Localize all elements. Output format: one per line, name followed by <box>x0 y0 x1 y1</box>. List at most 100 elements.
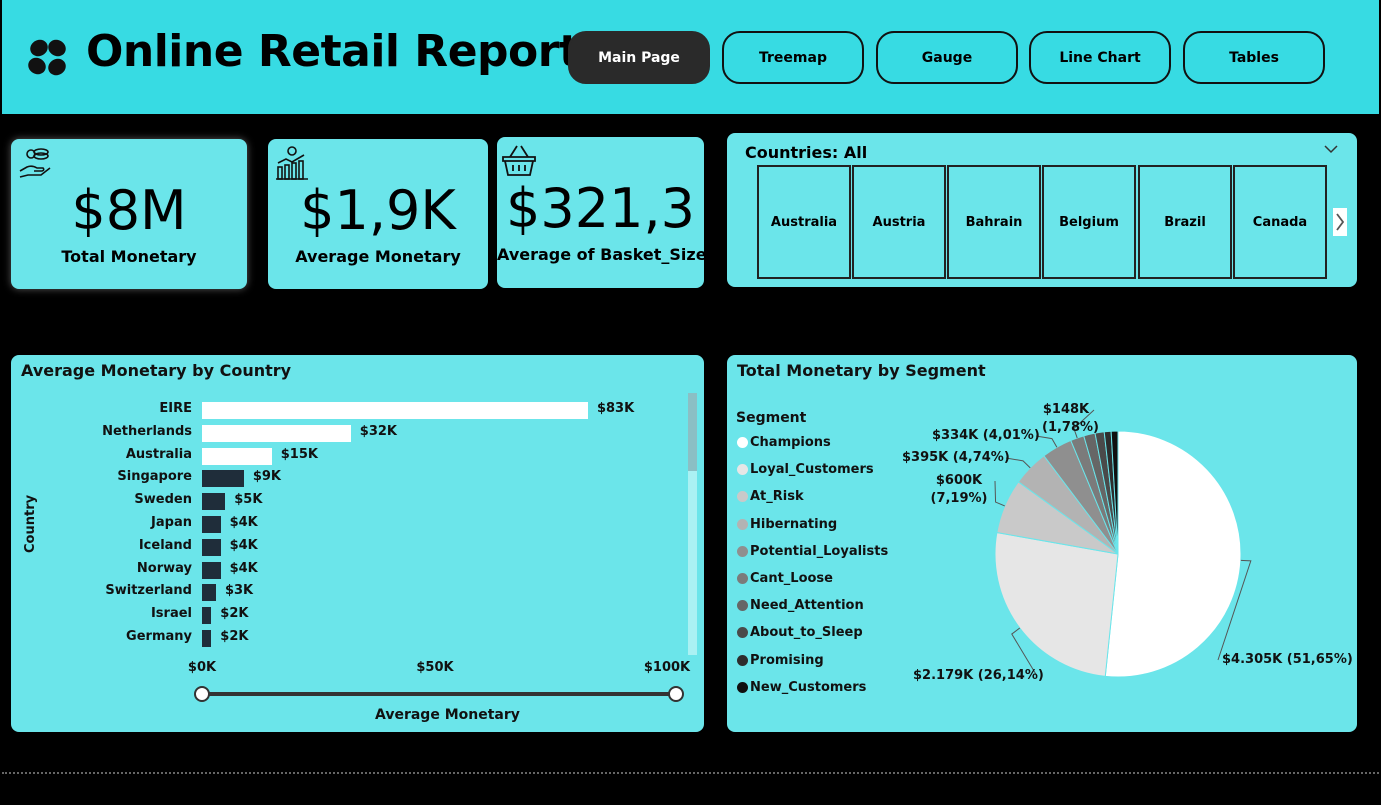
legend-label: Hibernating <box>750 516 838 532</box>
x-tick-label: $100K <box>643 660 691 675</box>
kpi-value: $1,9K <box>300 179 456 242</box>
slicer-tile-canada[interactable]: Canada <box>1233 165 1327 279</box>
legend-item[interactable]: Potential_Loyalists <box>737 544 888 559</box>
bar-value-label: $2K <box>220 606 249 622</box>
pie-slice-new-customers[interactable] <box>1110 430 1119 555</box>
bar-category-label: Norway <box>136 560 192 576</box>
slicer-tile-austria[interactable]: Austria <box>852 165 946 279</box>
legend-item[interactable]: Loyal_Customers <box>737 462 874 477</box>
legend-dot-icon <box>737 627 748 639</box>
legend-dot-icon <box>737 573 748 584</box>
bar-value-label: $2K <box>220 629 249 644</box>
bar-value-label: $83K <box>596 401 635 416</box>
pie-leader-line <box>1005 457 1031 469</box>
bar-value-label: $15K <box>280 446 318 462</box>
legend-item[interactable]: At_Risk <box>737 489 804 504</box>
legend-label: Cant_Loose <box>750 571 833 586</box>
legend-dot-icon <box>737 491 748 503</box>
slicer-tile-belgium[interactable]: Belgium <box>1042 165 1136 279</box>
legend-label: Need_Attention <box>750 598 864 614</box>
kpi-label: Average Monetary <box>295 247 461 266</box>
legend-label: At_Risk <box>750 489 804 505</box>
kpi-value: $321,3 <box>506 177 695 240</box>
bar-category-label: Netherlands <box>102 423 192 439</box>
money-hand-icon <box>19 148 51 178</box>
nav-gauge-button[interactable]: Gauge <box>876 31 1018 84</box>
bar-value-label: $32K <box>359 423 398 439</box>
bar[interactable] <box>202 584 216 602</box>
pie-slice-label: $148K (1,78%) <box>1042 402 1099 435</box>
x-tick-label: $50K <box>416 660 454 675</box>
slicer-tile-brazil[interactable]: Brazil <box>1138 165 1232 279</box>
footer-divider <box>2 772 1379 774</box>
bar-scrollbar-thumb[interactable] <box>688 393 697 471</box>
bar[interactable] <box>202 561 221 579</box>
bar-category-label: Iceland <box>138 537 192 553</box>
page-title: Online Retail Report <box>86 26 580 77</box>
legend-item[interactable]: Promising <box>737 653 824 668</box>
average-monetary-by-country-card: Average Monetary by Country Country EIRE… <box>11 355 704 732</box>
legend-dot-icon <box>737 545 748 557</box>
pie-slice-label: $600K (7,19%) <box>930 473 988 506</box>
bar[interactable] <box>202 402 588 419</box>
pie-slice-loyal-customers[interactable] <box>994 531 1119 677</box>
kpi-label: Total Monetary <box>61 247 197 266</box>
bar-category-label: Japan <box>151 515 192 530</box>
legend-item[interactable]: Hibernating <box>737 517 837 532</box>
nav-main-page-button[interactable]: Main Page <box>568 31 710 84</box>
nav-tables-button[interactable]: Tables <box>1183 31 1325 84</box>
legend-item[interactable]: About_to_Sleep <box>737 625 863 640</box>
bar[interactable] <box>202 630 212 647</box>
kpi-card-average-monetary: $1,9K Average Monetary <box>268 139 488 289</box>
bar[interactable] <box>202 424 351 442</box>
nav-line-chart-button[interactable]: Line Chart <box>1029 31 1171 84</box>
range-slider-track[interactable] <box>201 692 676 696</box>
legend-dot-icon <box>737 681 748 693</box>
kpi-card-average-basket-size: $321,3 Average of Basket_Size <box>497 137 707 288</box>
bar-chart-dollar-icon <box>276 146 308 180</box>
countries-slicer: Countries: All Australia Austria Bahrain… <box>727 133 1357 287</box>
slicer-tile-bahrain[interactable]: Bahrain <box>947 165 1041 279</box>
bar-category-label: Israel <box>150 606 192 622</box>
pie-chart <box>994 409 1252 678</box>
bar-scrollbar-track[interactable] <box>688 393 697 655</box>
pie-leader-line <box>994 480 1005 507</box>
legend-item[interactable]: Champions <box>737 435 831 450</box>
legend-dot-icon <box>737 437 748 448</box>
pie-slice-champions[interactable] <box>1104 430 1242 678</box>
bar[interactable] <box>202 538 221 556</box>
legend-dot-icon <box>737 654 748 666</box>
range-slider-max-handle[interactable] <box>668 686 684 702</box>
logo-icon <box>28 39 66 76</box>
header-bar: Online Retail Report Main Page Treemap G… <box>2 0 1379 114</box>
bar[interactable] <box>202 470 244 488</box>
pie-leader-line <box>1217 559 1252 661</box>
pie-slice-label: $2.179K (26,14%) <box>913 668 1044 683</box>
x-axis-title: Average Monetary <box>375 707 520 723</box>
legend-item[interactable]: New_Customers <box>737 680 866 695</box>
bar[interactable] <box>202 493 226 511</box>
bar[interactable] <box>202 607 212 625</box>
bar-category-label: Singapore <box>117 469 192 485</box>
legend-label: About_to_Sleep <box>750 625 863 641</box>
pie-leader-line <box>1073 409 1095 439</box>
bar-category-label: Germany <box>126 629 192 644</box>
scroll-right-arrow-icon[interactable] <box>1333 208 1347 236</box>
legend-label: Promising <box>750 652 824 668</box>
chevron-down-icon[interactable] <box>1323 143 1339 155</box>
card-title: Total Monetary by Segment <box>737 361 986 380</box>
legend-item[interactable]: Need_Attention <box>737 598 864 613</box>
bar-value-label: $4K <box>229 537 258 553</box>
bar-category-label: Sweden <box>134 492 192 508</box>
bar[interactable] <box>202 447 272 465</box>
legend-label: Potential_Loyalists <box>750 543 889 559</box>
legend-label: Loyal_Customers <box>750 462 874 478</box>
bar[interactable] <box>202 516 221 533</box>
slicer-tile-australia[interactable]: Australia <box>757 165 851 279</box>
nav-treemap-button[interactable]: Treemap <box>722 31 864 84</box>
legend-item[interactable]: Cant_Loose <box>737 571 833 586</box>
kpi-label: Average of Basket_Size <box>497 245 707 264</box>
legend-label: New_Customers <box>750 679 867 695</box>
pie-leader-line <box>1035 435 1058 448</box>
range-slider-min-handle[interactable] <box>194 686 210 702</box>
